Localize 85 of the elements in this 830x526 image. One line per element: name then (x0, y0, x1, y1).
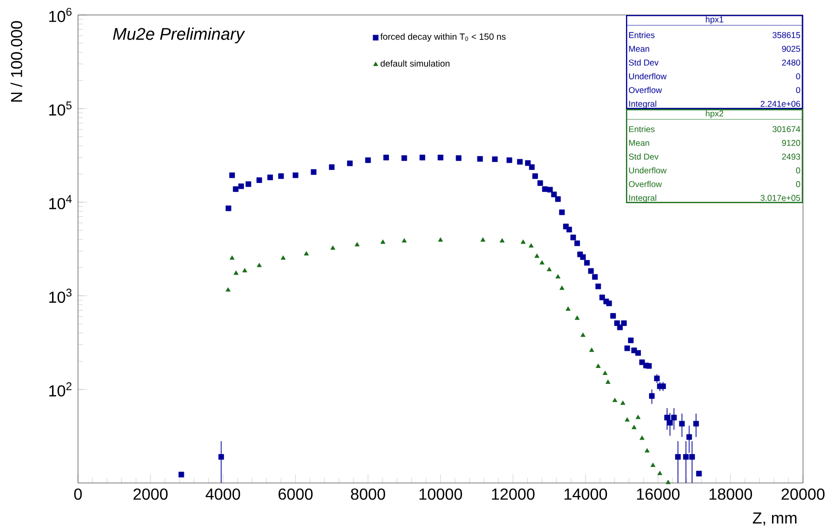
annotation: Entries (629, 126, 655, 132)
point (304, 251, 309, 256)
point (230, 255, 235, 260)
y-tick-label: 10$^{5}$ (49, 102, 72, 116)
point (480, 237, 486, 242)
annotation: 301674 (772, 126, 800, 132)
annotation: Mean (629, 140, 650, 146)
annotation: Entries (629, 32, 655, 38)
annotation: Underflow (629, 73, 667, 80)
point (528, 243, 534, 248)
x-axis-title: Z, mm (752, 512, 796, 526)
annotation: Overflow (628, 86, 662, 94)
annotation: 0 (796, 73, 800, 80)
legend-label: default simulation (380, 60, 450, 67)
x-tick-label: 4000 (206, 488, 240, 500)
annotation: hpx2 (706, 110, 724, 118)
point (640, 436, 645, 440)
point (624, 417, 630, 422)
annotation: Integral (629, 100, 656, 108)
x-tick-label: 6000 (278, 488, 313, 500)
point (402, 238, 407, 242)
point (596, 364, 601, 368)
point (559, 286, 564, 290)
point (612, 398, 618, 402)
point (632, 424, 637, 430)
point (657, 470, 662, 476)
x-tick-label: 18000 (710, 488, 752, 500)
annotation: hpx1 (706, 16, 724, 24)
x-tick-label: 2000 (134, 488, 168, 500)
point (226, 287, 231, 292)
point (540, 260, 544, 264)
point (566, 306, 571, 311)
point (650, 462, 656, 467)
point (520, 239, 526, 244)
y-tick-label: 10$^{3}$ (49, 288, 72, 303)
point (354, 242, 360, 246)
annotation: 9120 (782, 140, 800, 146)
point (234, 270, 239, 275)
point (330, 245, 336, 250)
annotation: Underflow (629, 167, 667, 174)
point (574, 315, 580, 320)
point (438, 237, 443, 242)
y-tick-label: 10$^{2}$ (49, 382, 72, 396)
annotation: Integral (629, 194, 656, 203)
point (580, 332, 586, 337)
point (256, 262, 262, 268)
annotation: 2.241e+06 (760, 100, 800, 107)
annotation: Overflow (628, 180, 662, 188)
x-tick-label: 10000 (420, 488, 462, 500)
x-tick-label: 0 (74, 488, 82, 500)
point (534, 254, 540, 258)
annotation: 3.017e+05 (760, 194, 800, 201)
annotation: 2493 (782, 154, 800, 160)
annotation: Std Dev (628, 153, 659, 160)
annotation: Mu2e Preliminary (113, 28, 246, 44)
x-tick-label: 14000 (564, 488, 608, 500)
y-tick-label: 10$^{6}$ (49, 8, 72, 22)
annotation: 0 (796, 87, 800, 94)
annotation: 358615 (772, 32, 800, 38)
point (589, 348, 594, 352)
point (500, 238, 505, 242)
point (636, 414, 641, 420)
point (644, 448, 650, 452)
point (606, 380, 610, 384)
annotation: 0 (796, 167, 800, 174)
point (242, 268, 248, 272)
x-tick-label: 20000 (782, 488, 825, 500)
annotation: 2480 (782, 60, 800, 66)
y-tick-label: 10$^{4}$ (49, 195, 72, 210)
point (546, 266, 552, 272)
annotation: 0 (796, 181, 800, 188)
point (380, 239, 386, 244)
x-tick-label: 16000 (637, 488, 680, 500)
x-tick-label: 8000 (350, 488, 386, 500)
point (602, 370, 608, 375)
annotation: Std Dev (628, 59, 659, 66)
point (666, 480, 671, 484)
point (280, 255, 286, 260)
x-tick-label: 12000 (492, 488, 535, 500)
annotation: Mean (629, 46, 650, 52)
annotation: 9025 (782, 46, 800, 52)
legend-label: forced decay within T$_{0}$ < 150 ns (380, 33, 506, 42)
y-axis-title: N / 100.000 (10, 21, 22, 102)
point (620, 400, 626, 405)
point (556, 274, 560, 278)
